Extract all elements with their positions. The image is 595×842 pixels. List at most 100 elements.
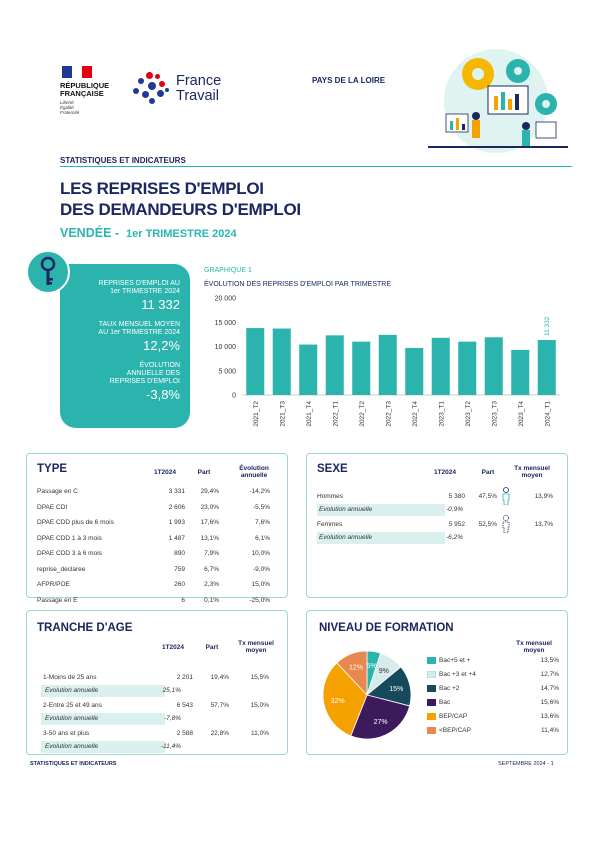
row-evol: -25,0% bbox=[249, 596, 270, 604]
age-title: TRANCHE D'AGE bbox=[37, 622, 133, 634]
region-label: PAYS DE LA LOIRE bbox=[312, 76, 386, 85]
evolution-highlight bbox=[41, 713, 165, 725]
kpi-reprises-value: 11 332 bbox=[141, 297, 180, 312]
row-share: 7,9% bbox=[204, 550, 219, 557]
evolution-value: -6,2% bbox=[446, 534, 463, 541]
bar-chart: 0 5 000 10 000 15 000 20 000 2021_T2 2021_T3 20… bbox=[215, 296, 560, 427]
pie-slice bbox=[350, 694, 411, 740]
bar bbox=[299, 344, 318, 395]
legend-taux: 11,4% bbox=[541, 727, 559, 734]
footer-left: STATISTIQUES ET INDICATEURS bbox=[30, 761, 117, 767]
row-count: 759 bbox=[174, 565, 185, 573]
row-label: DPAE CDD 3 à 6 mois bbox=[37, 550, 102, 557]
row-share: 57,7% bbox=[210, 702, 229, 709]
bar bbox=[352, 341, 371, 395]
type-row: Passage en C 3 331 29,4% -14,2% bbox=[37, 485, 277, 498]
row-label: Hommes bbox=[317, 493, 344, 500]
sexe-evolution-row: Evolution annuelle -0,9% bbox=[319, 503, 559, 516]
type-row: Passage en E 6 0,1% -25,0% bbox=[37, 594, 277, 607]
motto-line-3: Fraternité bbox=[60, 110, 80, 115]
evolution-highlight bbox=[317, 504, 445, 516]
footer-right: SEPTEMBRE 2024 - 1 bbox=[498, 761, 554, 767]
evolution-label: Evolution annuelle bbox=[319, 534, 373, 541]
row-count: 2 201 bbox=[176, 674, 193, 681]
pie-slice bbox=[336, 650, 368, 697]
brand-line-2: Travail bbox=[176, 88, 219, 104]
sexe-evolution-row: Evolution annuelle -6,2% bbox=[319, 531, 559, 544]
x-tick-label: 2022_T1 bbox=[332, 401, 339, 427]
france-travail-dots-icon bbox=[132, 70, 172, 108]
row-count: 2 606 bbox=[168, 503, 185, 511]
type-header-evol: Évolution annuelle bbox=[239, 465, 269, 479]
bar bbox=[405, 347, 424, 395]
age-row: 3-50 ans et plus 2 588 22,8% 11,0% bbox=[43, 727, 283, 740]
data-label: 11 332 bbox=[544, 316, 551, 336]
row-share: 47,5% bbox=[478, 493, 497, 500]
pie-label: 15% bbox=[389, 686, 403, 693]
motto-line-1: Liberté bbox=[60, 100, 74, 105]
evolution-value: -11,4% bbox=[160, 743, 181, 750]
motto-line-2: Égalité bbox=[60, 105, 74, 110]
bar bbox=[272, 328, 291, 395]
kpi-taux-value: 12,2% bbox=[143, 338, 180, 353]
row-label: Passage en C bbox=[37, 488, 78, 495]
type-row: DPAE CDD 1 à 3 mois 1 487 13,1% 6,1% bbox=[37, 532, 277, 545]
row-count: 5 952 bbox=[448, 521, 465, 528]
kpi-evol-value: -3,8% bbox=[146, 387, 180, 402]
pie-label: 12% bbox=[349, 665, 363, 672]
sexe-row: Hommes 5 380 47,5% 13,9% bbox=[317, 487, 557, 506]
title-line-2: DES DEMANDEURS D'EMPLOI bbox=[60, 200, 301, 219]
chart-label: GRAPHIQUE 1 bbox=[204, 267, 252, 274]
sexe-box: SEXE 1T2024 Part Tx mensuel moyen Hommes… bbox=[306, 453, 568, 598]
type-box: TYPE 1T2024 Part Évolution annuelle Pass… bbox=[26, 453, 288, 604]
age-header-share: Part bbox=[205, 644, 219, 651]
row-taux: 13,9% bbox=[534, 493, 553, 500]
type-row: DPAE CDD plus de 6 mois 1 993 17,6% 7,6% bbox=[37, 516, 277, 529]
legend-item: Bac +2 14,7% bbox=[427, 685, 563, 692]
legend-label: Bac bbox=[439, 699, 451, 706]
evolution-label: Evolution annuelle bbox=[45, 743, 99, 750]
row-taux: 13,7% bbox=[534, 521, 553, 528]
type-row: reprise_declaree 759 6,7% -9,0% bbox=[37, 563, 277, 576]
legend-swatch bbox=[427, 699, 436, 706]
type-row: DPAE CDI 2 606 23,0% -5,5% bbox=[37, 501, 277, 514]
row-evol: 15,0% bbox=[251, 581, 270, 588]
france-travail-logo: France Travail bbox=[132, 70, 221, 108]
pie-label: 27% bbox=[374, 719, 388, 726]
x-tick-label: 2023_T2 bbox=[465, 401, 472, 427]
brand-name: France Travail bbox=[176, 74, 221, 104]
title-line-1: LES REPRISES D'EMPLOI bbox=[60, 179, 264, 198]
sexe-row: Femmes 5 952 52,5% 13,7% bbox=[317, 515, 557, 534]
row-label: AFPR/POE bbox=[37, 581, 70, 588]
pie-slice bbox=[322, 662, 368, 737]
page-title: LES REPRISES D'EMPLOI DES DEMANDEURS D'E… bbox=[60, 178, 301, 220]
key-icon bbox=[26, 250, 70, 294]
row-share: 19,4% bbox=[210, 674, 229, 681]
row-count: 1 993 bbox=[168, 519, 185, 526]
evolution-value: -0,9% bbox=[446, 506, 463, 513]
y-tick-label: 10 000 bbox=[215, 344, 237, 351]
row-label: 2-Entre 25 et 49 ans bbox=[43, 702, 102, 709]
pie-label: 32% bbox=[331, 698, 345, 705]
legend-item: Bac 15,6% bbox=[427, 699, 563, 706]
row-label: Passage en E bbox=[37, 596, 78, 604]
legend-label: Bac +3 et +4 bbox=[439, 671, 476, 678]
row-evol: -14,2% bbox=[249, 488, 270, 495]
sexe-header-count: 1T2024 bbox=[433, 469, 457, 476]
row-share: 22,8% bbox=[210, 730, 229, 737]
age-header-count: 1T2024 bbox=[161, 644, 185, 651]
sexe-title: SEXE bbox=[317, 463, 348, 475]
section-divider bbox=[60, 166, 572, 167]
row-label: reprise_declaree bbox=[37, 565, 86, 573]
bar bbox=[246, 328, 265, 395]
row-count: 260 bbox=[174, 581, 185, 588]
row-share: 0,1% bbox=[204, 596, 219, 604]
legend-swatch bbox=[427, 671, 436, 678]
x-tick-label: 2021_T3 bbox=[279, 401, 286, 427]
bar bbox=[378, 334, 397, 395]
row-share: 17,6% bbox=[200, 519, 219, 526]
row-count: 890 bbox=[174, 550, 185, 557]
row-label: Femmes bbox=[317, 521, 343, 528]
age-row: 2-Entre 25 et 49 ans 6 543 57,7% 15,0% bbox=[43, 699, 283, 712]
x-tick-label: 2024_T1 bbox=[544, 401, 551, 427]
